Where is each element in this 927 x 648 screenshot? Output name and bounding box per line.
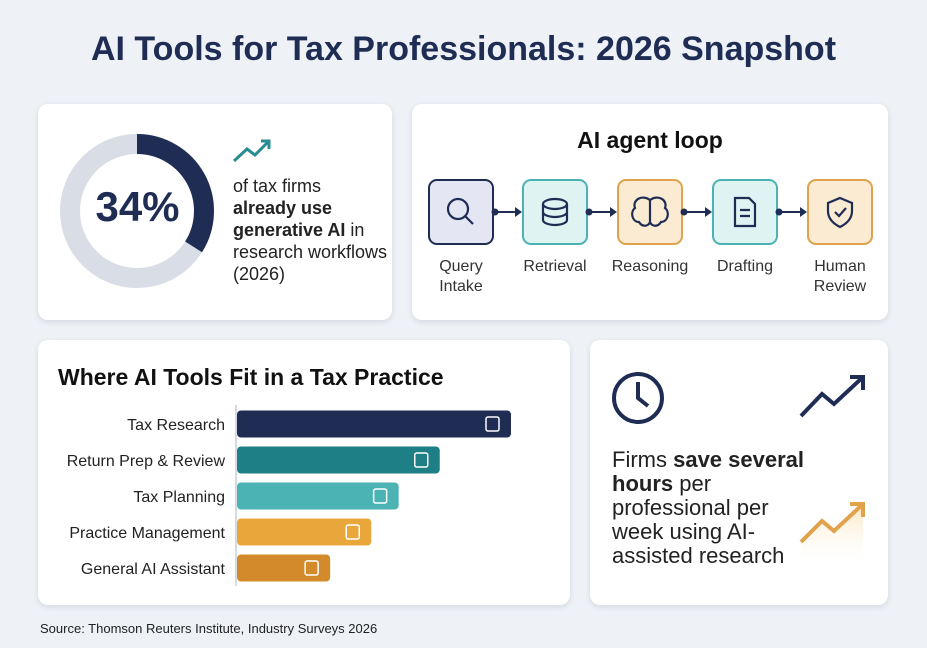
stat-card — [38, 104, 392, 320]
category-label: Tax Planning — [133, 489, 225, 506]
step-icon — [733, 196, 757, 228]
connector-dot — [775, 208, 783, 216]
step-box — [712, 179, 778, 245]
step-box — [428, 179, 494, 245]
trend-icon — [850, 502, 865, 517]
bar-icon — [414, 452, 429, 468]
step-label-text: Retrieval — [523, 258, 587, 275]
step-label: Drafting — [713, 257, 777, 277]
step-label: Human Review — [808, 257, 872, 297]
bar — [237, 410, 511, 438]
connector-dot — [491, 208, 499, 216]
stat-percent: 34% — [95, 183, 180, 230]
step-label-text: Reasoning — [611, 258, 689, 275]
bar — [237, 554, 331, 582]
connector-arrow — [705, 207, 712, 217]
bar-icon — [345, 524, 361, 540]
trend-icon — [799, 375, 865, 418]
step-icon — [446, 197, 470, 221]
text: per professional per week using AI-assis… — [612, 471, 785, 568]
text: in research workflows (2026) — [233, 220, 388, 284]
step-box — [522, 179, 588, 245]
text-bold: save several hours — [612, 447, 804, 496]
connector-dot — [680, 208, 688, 216]
trend-icon — [850, 375, 865, 390]
step-box — [807, 179, 873, 245]
bar-icon — [304, 560, 319, 576]
trend-icon — [232, 139, 271, 163]
step-label: Query Intake — [429, 257, 493, 297]
donut-arc — [136, 134, 214, 253]
connector-dot — [585, 208, 593, 216]
clock-icon — [612, 372, 664, 424]
chart-title: Where AI Tools Fit in a Tax Practice — [58, 364, 444, 390]
category-label: Return Prep & Review — [67, 453, 226, 470]
bar-icon — [372, 488, 388, 504]
text: of tax firms — [233, 176, 322, 196]
step-label-text: Query Intake — [439, 258, 483, 295]
step-label-text: Human Review — [813, 258, 867, 295]
text-bold: already use generative AI — [233, 198, 346, 240]
bar-icon — [485, 416, 500, 432]
clock-icon — [636, 382, 650, 408]
source: Source: Thomson Reuters Institute, Indus… — [40, 621, 378, 636]
stat-text: of tax firms already use generative AI i… — [233, 175, 388, 285]
connector-arrow — [610, 207, 617, 217]
connector-arrow — [515, 207, 522, 217]
category-label: Practice Management — [69, 525, 225, 542]
step-icon — [464, 215, 474, 225]
trend-icon — [261, 139, 271, 149]
page-title: AI Tools for Tax Professionals: 2026 Sna… — [90, 30, 837, 68]
bar — [237, 446, 440, 474]
category-label: Tax Research — [127, 417, 225, 434]
trend-icon — [799, 502, 865, 544]
step-label-text: Drafting — [716, 258, 774, 275]
step-icon — [541, 204, 569, 227]
step-icon — [631, 196, 669, 227]
bar — [237, 482, 399, 510]
category-label: General AI Assistant — [81, 561, 226, 578]
text: Firms — [612, 447, 674, 472]
step-icon — [826, 196, 854, 229]
bar — [237, 518, 372, 546]
loop-title: AI agent loop — [577, 127, 723, 153]
savings-text: Firms save several hours per professiona… — [612, 448, 822, 568]
connector-arrow — [800, 207, 807, 217]
step-label: Retrieval — [523, 257, 587, 277]
step-label: Reasoning — [612, 257, 689, 277]
